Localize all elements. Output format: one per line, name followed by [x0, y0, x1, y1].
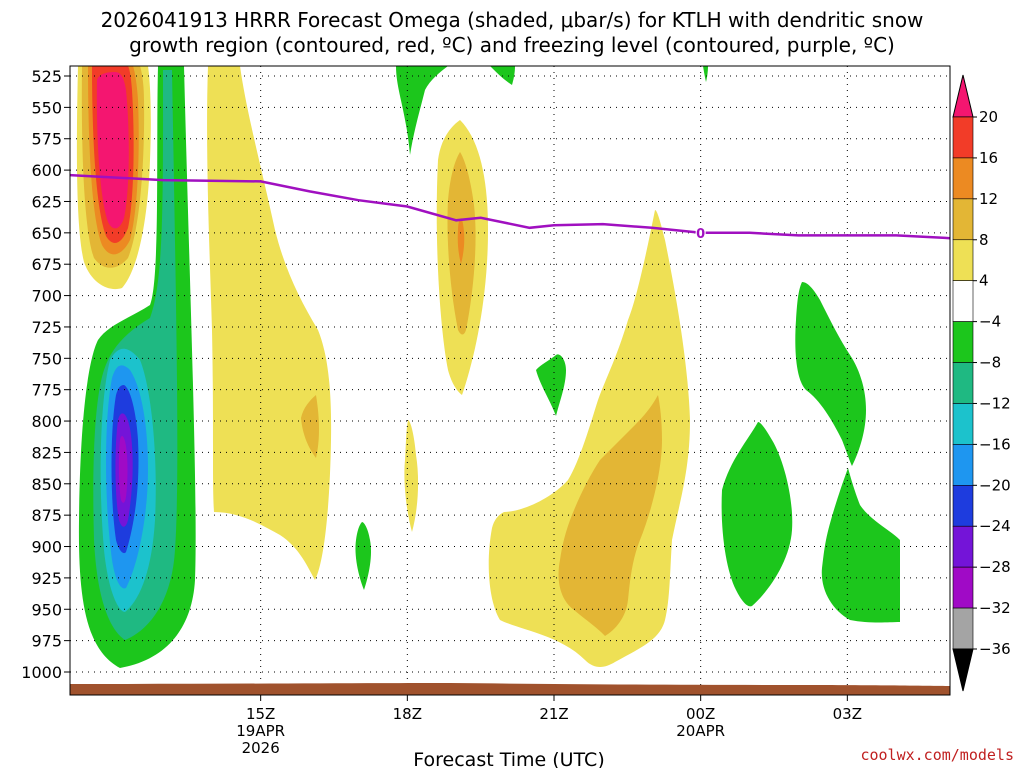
y-tick-label-975: 975 — [31, 632, 62, 651]
y-tick-label-900: 900 — [31, 538, 62, 557]
x-tick-label-15Z: 15Z — [246, 705, 275, 723]
contour-layer: 0 — [70, 70, 1024, 242]
y-tick-label-600: 600 — [31, 161, 62, 180]
freezing-level-line — [70, 173, 950, 240]
y-tick-label-800: 800 — [31, 412, 62, 431]
y-tick-label-675: 675 — [31, 255, 62, 274]
colorbar-bin-2 — [952, 198, 974, 241]
dgz-contour-line — [965, 70, 1024, 76]
x-tick-date-15Z: 19APR — [236, 722, 285, 740]
colorbar-bin-12 — [952, 607, 974, 650]
plot-border — [69, 65, 951, 696]
colorbar-label-13: −36 — [979, 640, 1011, 658]
omega-green-03z — [721, 422, 793, 607]
x-tick-label-00Z: 00Z — [686, 705, 715, 723]
omega-green-05z — [821, 468, 900, 623]
y-tick-label-825: 825 — [31, 443, 62, 462]
omega-violet-region — [118, 436, 128, 503]
colorbar-bin-11 — [952, 566, 974, 609]
colorbar-label-3: 8 — [979, 231, 989, 249]
chart-title-line2: growth region (contoured, red, ºC) and f… — [129, 33, 895, 57]
colorbar-label-11: −28 — [979, 558, 1011, 576]
omega-yellow-16z — [207, 66, 332, 580]
y-tick-label-850: 850 — [31, 475, 62, 494]
y-axis: 525 550 575 600 625 650 675 700 725 750 775 800 825 8… — [21, 67, 70, 682]
y-tick-label-625: 625 — [31, 192, 62, 211]
colorbar-label-7: −12 — [979, 394, 1011, 412]
colorbar-bin-6 — [952, 362, 974, 404]
colorbar-bin-3 — [952, 239, 974, 281]
colorbar-label-1: 16 — [979, 149, 998, 167]
x-tick-label-18Z: 18Z — [393, 705, 422, 723]
colorbar-bottom-arrow — [952, 648, 974, 692]
colorbar-bin-8 — [952, 444, 974, 486]
colorbar-label-8: −16 — [979, 435, 1011, 453]
omega-yellow-00z — [488, 210, 690, 667]
y-tick-label-875: 875 — [31, 506, 62, 525]
chart-title-line1: 2026041913 HRRR Forecast Omega (shaded, … — [101, 8, 924, 32]
omega-green-04z — [795, 282, 866, 466]
y-tick-label-650: 650 — [31, 224, 62, 243]
colorbar-label-6: −8 — [979, 354, 1001, 372]
colorbar-bin-10 — [952, 525, 974, 568]
ground-surface — [70, 683, 950, 695]
colorbar-bin-9 — [952, 485, 974, 527]
omega-orange-21z — [457, 218, 465, 264]
colorbar-label-10: −24 — [979, 517, 1011, 535]
omega-green-23z — [536, 354, 566, 416]
y-tick-label-550: 550 — [31, 98, 62, 117]
x-tick-label-03Z: 03Z — [833, 705, 862, 723]
colorbar-bin-1 — [952, 157, 974, 200]
x-axis-label: Forecast Time (UTC) — [413, 749, 604, 768]
credit-link[interactable]: coolwx.com/models — [860, 746, 1014, 764]
freezing-level-label: 0 — [696, 227, 705, 242]
y-tick-label-725: 725 — [31, 318, 62, 337]
y-tick-label-575: 575 — [31, 130, 62, 149]
y-tick-label-700: 700 — [31, 287, 62, 306]
freezing-level-label-bg — [695, 223, 706, 239]
y-tick-label-950: 950 — [31, 600, 62, 619]
colorbar-label-9: −20 — [979, 476, 1011, 494]
colorbar-bin-7 — [952, 403, 974, 445]
y-tick-label-750: 750 — [31, 349, 62, 368]
colorbar-label-2: 12 — [979, 190, 998, 208]
colorbar-label-12: −32 — [979, 599, 1011, 617]
x-tick-label-21Z: 21Z — [539, 705, 568, 723]
colorbar-label-4: 4 — [979, 272, 989, 290]
omega-gold-18z — [301, 395, 319, 458]
colorbar-bin-5 — [952, 321, 974, 363]
omega-green-19z — [355, 522, 372, 590]
omega-green-20z-top — [396, 66, 448, 155]
y-tick-label-775: 775 — [31, 381, 62, 400]
colorbar-top-arrow — [952, 74, 974, 118]
colorbar-bin-0 — [952, 116, 974, 159]
y-tick-label-1000: 1000 — [21, 663, 62, 682]
colorbar-label-5: −4 — [979, 313, 1001, 331]
colorbar-bin-4 — [952, 280, 974, 322]
colorbar: 20 16 12 8 4 −4 −8 −12 −16 −20 −24 −28 −32 −36 — [952, 74, 1011, 692]
colorbar-label-0: 20 — [979, 108, 998, 126]
x-tick-year-15Z: 2026 — [242, 739, 280, 757]
y-tick-label-525: 525 — [31, 67, 62, 86]
omega-green-02z-top — [703, 66, 708, 82]
y-tick-label-925: 925 — [31, 569, 62, 588]
omega-magenta-topleft — [96, 72, 129, 229]
x-tick-date-00Z: 20APR — [676, 722, 725, 740]
